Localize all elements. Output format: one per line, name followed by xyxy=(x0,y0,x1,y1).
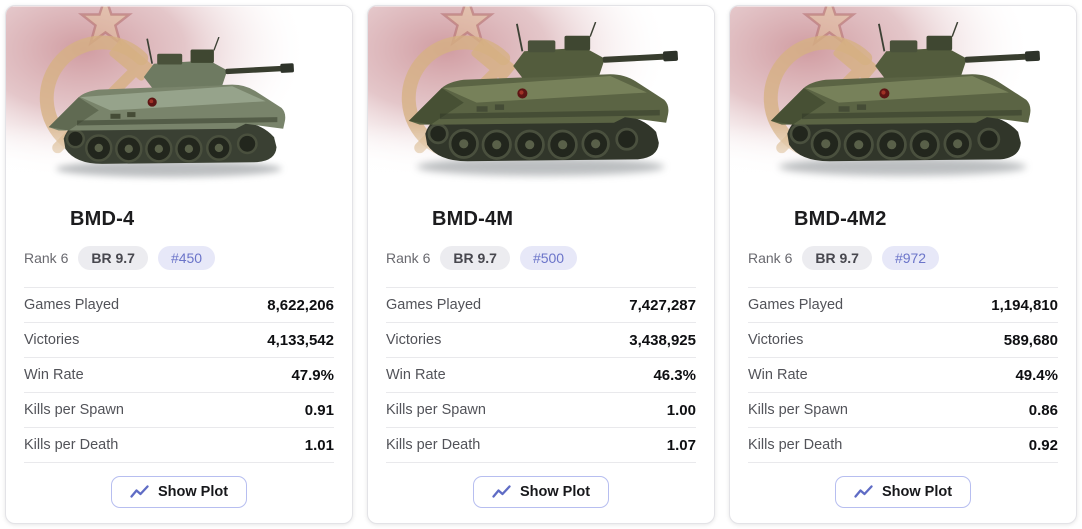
button-row: Show Plot xyxy=(748,476,1058,523)
stat-label: Win Rate xyxy=(748,367,808,384)
vehicle-image xyxy=(730,6,1076,189)
stat-row: Win Rate 49.4% xyxy=(748,358,1058,394)
chart-icon xyxy=(854,485,873,499)
badge-row: Rank 6 BR 9.7 #500 xyxy=(386,246,696,271)
stat-value: 1,194,810 xyxy=(991,296,1058,314)
vehicle-card: BMD-4M2 Rank 6 BR 9.7 #972 Games Played … xyxy=(729,5,1077,524)
stat-row: Kills per Death 1.01 xyxy=(24,428,334,464)
stat-value: 0.92 xyxy=(1028,436,1058,454)
tank-illustration xyxy=(385,22,696,187)
badge-row: Rank 6 BR 9.7 #972 xyxy=(748,246,1058,271)
show-plot-label: Show Plot xyxy=(157,484,229,500)
stat-row: Games Played 7,427,287 xyxy=(386,288,696,324)
show-plot-label: Show Plot xyxy=(881,484,953,500)
vehicle-image xyxy=(368,6,714,189)
stat-value: 1.00 xyxy=(666,401,696,419)
button-row: Show Plot xyxy=(24,476,334,523)
stat-row: Victories 589,680 xyxy=(748,323,1058,359)
card-body: BMD-4 Rank 6 BR 9.7 #450 Games Played 8,… xyxy=(6,189,352,523)
stat-value: 46.3% xyxy=(653,366,696,384)
stat-label: Kills per Spawn xyxy=(24,402,124,419)
stat-row: Win Rate 46.3% xyxy=(386,358,696,394)
stat-value: 0.91 xyxy=(304,401,334,419)
vehicle-id-badge: #450 xyxy=(157,246,216,271)
stat-row: Kills per Death 1.07 xyxy=(386,428,696,464)
stat-value: 589,680 xyxy=(1003,331,1058,349)
stat-row: Games Played 8,622,206 xyxy=(24,288,334,324)
rank-badge: Rank 6 xyxy=(24,250,69,267)
stat-label: Kills per Death xyxy=(24,437,119,454)
br-badge: BR 9.7 xyxy=(802,246,872,271)
stat-row: Kills per Spawn 0.86 xyxy=(748,393,1058,429)
stats-table: Games Played 1,194,810 Victories 589,680… xyxy=(748,287,1058,464)
vehicle-id-badge: #972 xyxy=(881,246,940,271)
show-plot-button[interactable]: Show Plot xyxy=(472,476,610,508)
stat-row: Kills per Spawn 1.00 xyxy=(386,393,696,429)
stat-label: Games Played xyxy=(386,297,482,314)
tank-illustration xyxy=(747,22,1058,187)
stat-label: Victories xyxy=(24,332,80,349)
stat-value: 49.4% xyxy=(1015,366,1058,384)
stat-label: Win Rate xyxy=(386,367,446,384)
br-badge: BR 9.7 xyxy=(78,246,148,271)
tank-illustration xyxy=(27,37,311,187)
vehicle-id-badge: #500 xyxy=(519,246,578,271)
button-row: Show Plot xyxy=(386,476,696,523)
stat-value: 47.9% xyxy=(291,366,334,384)
rank-badge: Rank 6 xyxy=(748,250,793,267)
rank-badge: Rank 6 xyxy=(386,250,431,267)
card-body: BMD-4M Rank 6 BR 9.7 #500 Games Played 7… xyxy=(368,189,714,523)
chart-icon xyxy=(130,485,149,499)
stat-label: Win Rate xyxy=(24,367,84,384)
vehicle-card: BMD-4 Rank 6 BR 9.7 #450 Games Played 8,… xyxy=(5,5,353,524)
stat-value: 3,438,925 xyxy=(629,331,696,349)
stat-label: Victories xyxy=(748,332,804,349)
stat-row: Kills per Spawn 0.91 xyxy=(24,393,334,429)
stat-label: Kills per Spawn xyxy=(748,402,848,419)
stat-label: Kills per Death xyxy=(748,437,843,454)
stat-label: Kills per Death xyxy=(386,437,481,454)
card-body: BMD-4M2 Rank 6 BR 9.7 #972 Games Played … xyxy=(730,189,1076,523)
show-plot-label: Show Plot xyxy=(519,484,591,500)
stat-row: Victories 4,133,542 xyxy=(24,323,334,359)
stat-value: 7,427,287 xyxy=(629,296,696,314)
vehicle-name: BMD-4 xyxy=(70,208,135,230)
br-badge: BR 9.7 xyxy=(440,246,510,271)
stat-label: Games Played xyxy=(748,297,844,314)
show-plot-button[interactable]: Show Plot xyxy=(110,476,248,508)
stat-label: Games Played xyxy=(24,297,120,314)
vehicle-card: BMD-4M Rank 6 BR 9.7 #500 Games Played 7… xyxy=(367,5,715,524)
show-plot-button[interactable]: Show Plot xyxy=(834,476,972,508)
vehicle-image xyxy=(6,6,352,189)
chart-icon xyxy=(492,485,511,499)
stat-value: 4,133,542 xyxy=(267,331,334,349)
stat-label: Victories xyxy=(386,332,442,349)
stats-table: Games Played 8,622,206 Victories 4,133,5… xyxy=(24,287,334,464)
stat-value: 8,622,206 xyxy=(267,296,334,314)
stat-value: 0.86 xyxy=(1028,401,1058,419)
stat-value: 1.01 xyxy=(304,436,334,454)
stat-row: Games Played 1,194,810 xyxy=(748,288,1058,324)
vehicle-name: BMD-4M xyxy=(432,208,514,230)
stats-table: Games Played 7,427,287 Victories 3,438,9… xyxy=(386,287,696,464)
stat-row: Win Rate 47.9% xyxy=(24,358,334,394)
stat-row: Victories 3,438,925 xyxy=(386,323,696,359)
vehicle-name: BMD-4M2 xyxy=(794,208,887,230)
badge-row: Rank 6 BR 9.7 #450 xyxy=(24,246,334,271)
stat-value: 1.07 xyxy=(666,436,696,454)
stat-row: Kills per Death 0.92 xyxy=(748,428,1058,464)
stat-label: Kills per Spawn xyxy=(386,402,486,419)
